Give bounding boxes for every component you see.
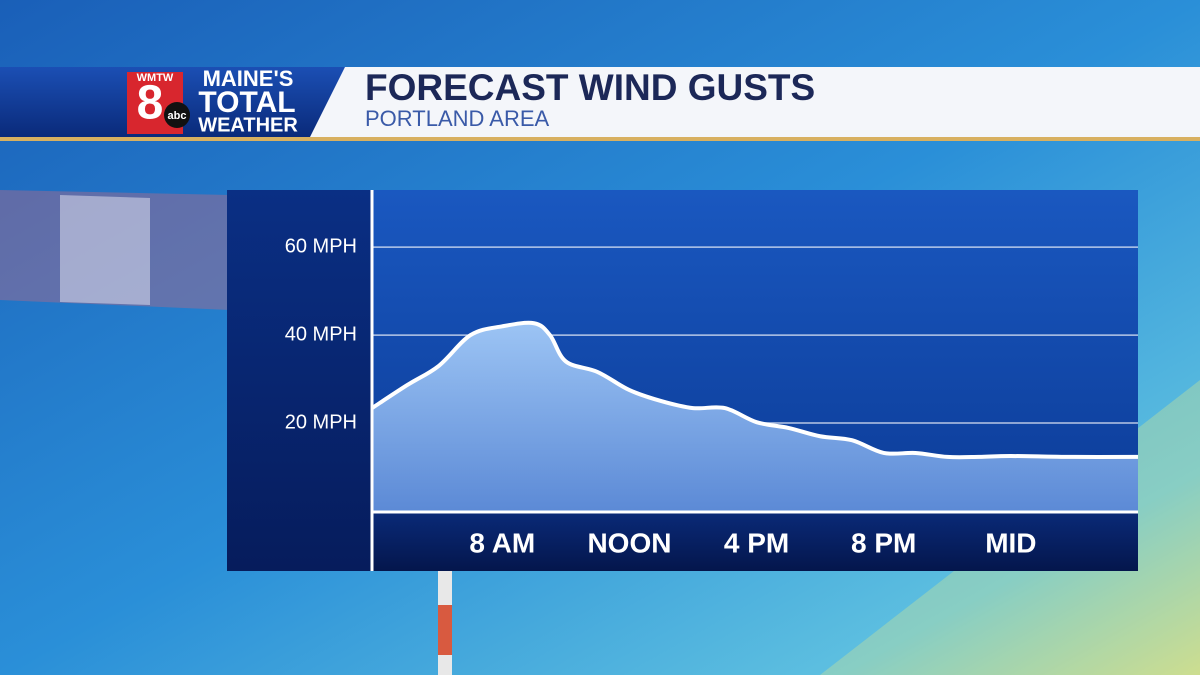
chart-subtitle: PORTLAND AREA: [365, 106, 550, 131]
logo-channel: 8: [137, 77, 164, 130]
plot: 20 MPH 40 MPH 60 MPH 8 AM NOON 4 PM 8 PM MID: [285, 235, 1139, 558]
windsock-stripe: [60, 195, 150, 305]
x-tick-label: 8 PM: [851, 527, 916, 558]
logo-network-disc: [164, 102, 190, 128]
y-axis-panel: [227, 190, 372, 571]
y-tick-label: 60 MPH: [285, 235, 357, 257]
y-tick-label: 40 MPH: [285, 323, 357, 345]
x-tick-label: 4 PM: [724, 527, 789, 558]
logo-network: abc: [168, 110, 187, 122]
header-rule: [0, 137, 1200, 141]
logo-station: WMTW: [137, 72, 174, 84]
y-tick-label: 20 MPH: [285, 411, 357, 433]
pole-stripe: [438, 605, 452, 655]
logo-line3: WEATHER: [198, 114, 298, 136]
x-axis-panel: [372, 512, 1138, 571]
x-tick-label: NOON: [587, 527, 671, 558]
x-tick-label: MID: [985, 527, 1036, 558]
header-bar: [300, 67, 1200, 137]
logo-line2: TOTAL: [198, 86, 295, 119]
logo-line1: MAINE'S: [203, 66, 294, 91]
area-fill: [372, 322, 1138, 511]
line: [370, 320, 1139, 460]
chart-title: FORECAST WIND GUSTS: [365, 67, 815, 108]
x-tick-label: 8 AM: [469, 527, 535, 558]
